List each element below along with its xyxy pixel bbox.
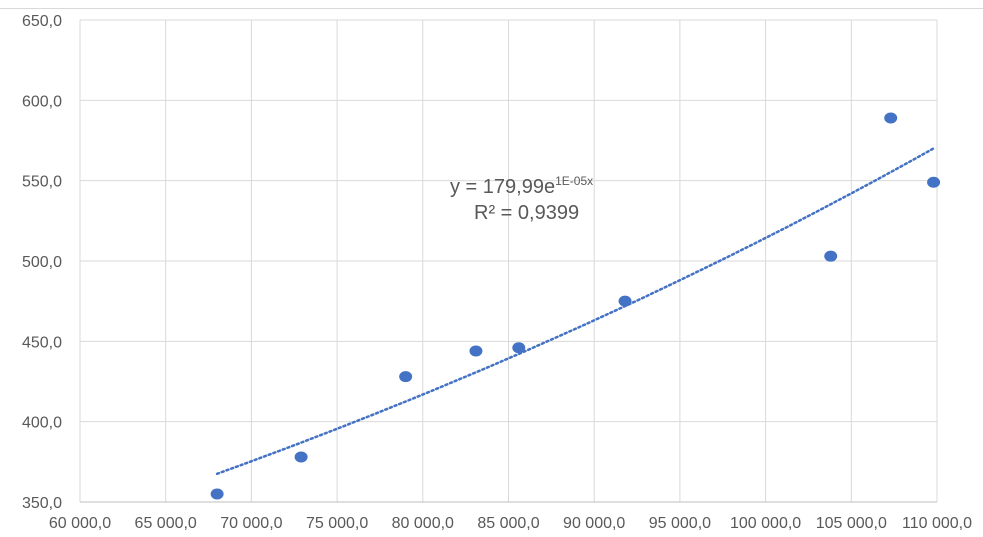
data-point bbox=[469, 345, 483, 357]
trendline-equation-exponent: 1E-05x bbox=[555, 174, 593, 188]
x-tick-label: 60 000,0 bbox=[49, 515, 111, 532]
data-point bbox=[927, 176, 941, 188]
r-squared-label: R² = 0,9399 bbox=[474, 202, 579, 224]
trendline-layer bbox=[215, 147, 935, 476]
x-tick-label: 100 000,0 bbox=[730, 515, 801, 532]
data-point bbox=[399, 371, 413, 383]
y-tick-label: 350,0 bbox=[22, 495, 62, 512]
data-point bbox=[618, 295, 632, 307]
x-tick-label: 65 000,0 bbox=[135, 515, 197, 532]
trendline-equation: y = 179,99e1E-05x bbox=[450, 174, 593, 198]
chart-top-border bbox=[0, 8, 983, 9]
grid-lines bbox=[79, 19, 938, 503]
data-point bbox=[512, 342, 526, 354]
trendline bbox=[215, 147, 935, 476]
data-point bbox=[294, 451, 308, 463]
y-tick-label: 650,0 bbox=[22, 13, 62, 30]
data-points bbox=[210, 112, 941, 500]
x-tick-label: 90 000,0 bbox=[563, 515, 625, 532]
x-tick-label: 70 000,0 bbox=[220, 515, 282, 532]
y-tick-label: 450,0 bbox=[22, 334, 62, 351]
data-point bbox=[824, 250, 838, 262]
trendline-equation-main: y = 179,99e bbox=[450, 176, 555, 198]
x-tick-label: 95 000,0 bbox=[649, 515, 711, 532]
x-tick-label: 80 000,0 bbox=[392, 515, 454, 532]
x-tick-label: 110 000,0 bbox=[902, 515, 972, 532]
data-point bbox=[884, 112, 898, 124]
x-tick-label: 75 000,0 bbox=[306, 515, 368, 532]
y-tick-label: 400,0 bbox=[22, 415, 62, 432]
x-tick-label: 105 000,0 bbox=[816, 515, 887, 532]
tick-labels: 60 000,0 65 000,0 70 000,0 75 000,0 80 000,0… bbox=[22, 13, 972, 532]
y-tick-label: 550,0 bbox=[22, 174, 62, 191]
y-tick-label: 500,0 bbox=[22, 254, 62, 271]
data-point bbox=[210, 488, 224, 500]
x-tick-label: 85 000,0 bbox=[477, 515, 539, 532]
y-tick-label: 600,0 bbox=[22, 93, 62, 110]
